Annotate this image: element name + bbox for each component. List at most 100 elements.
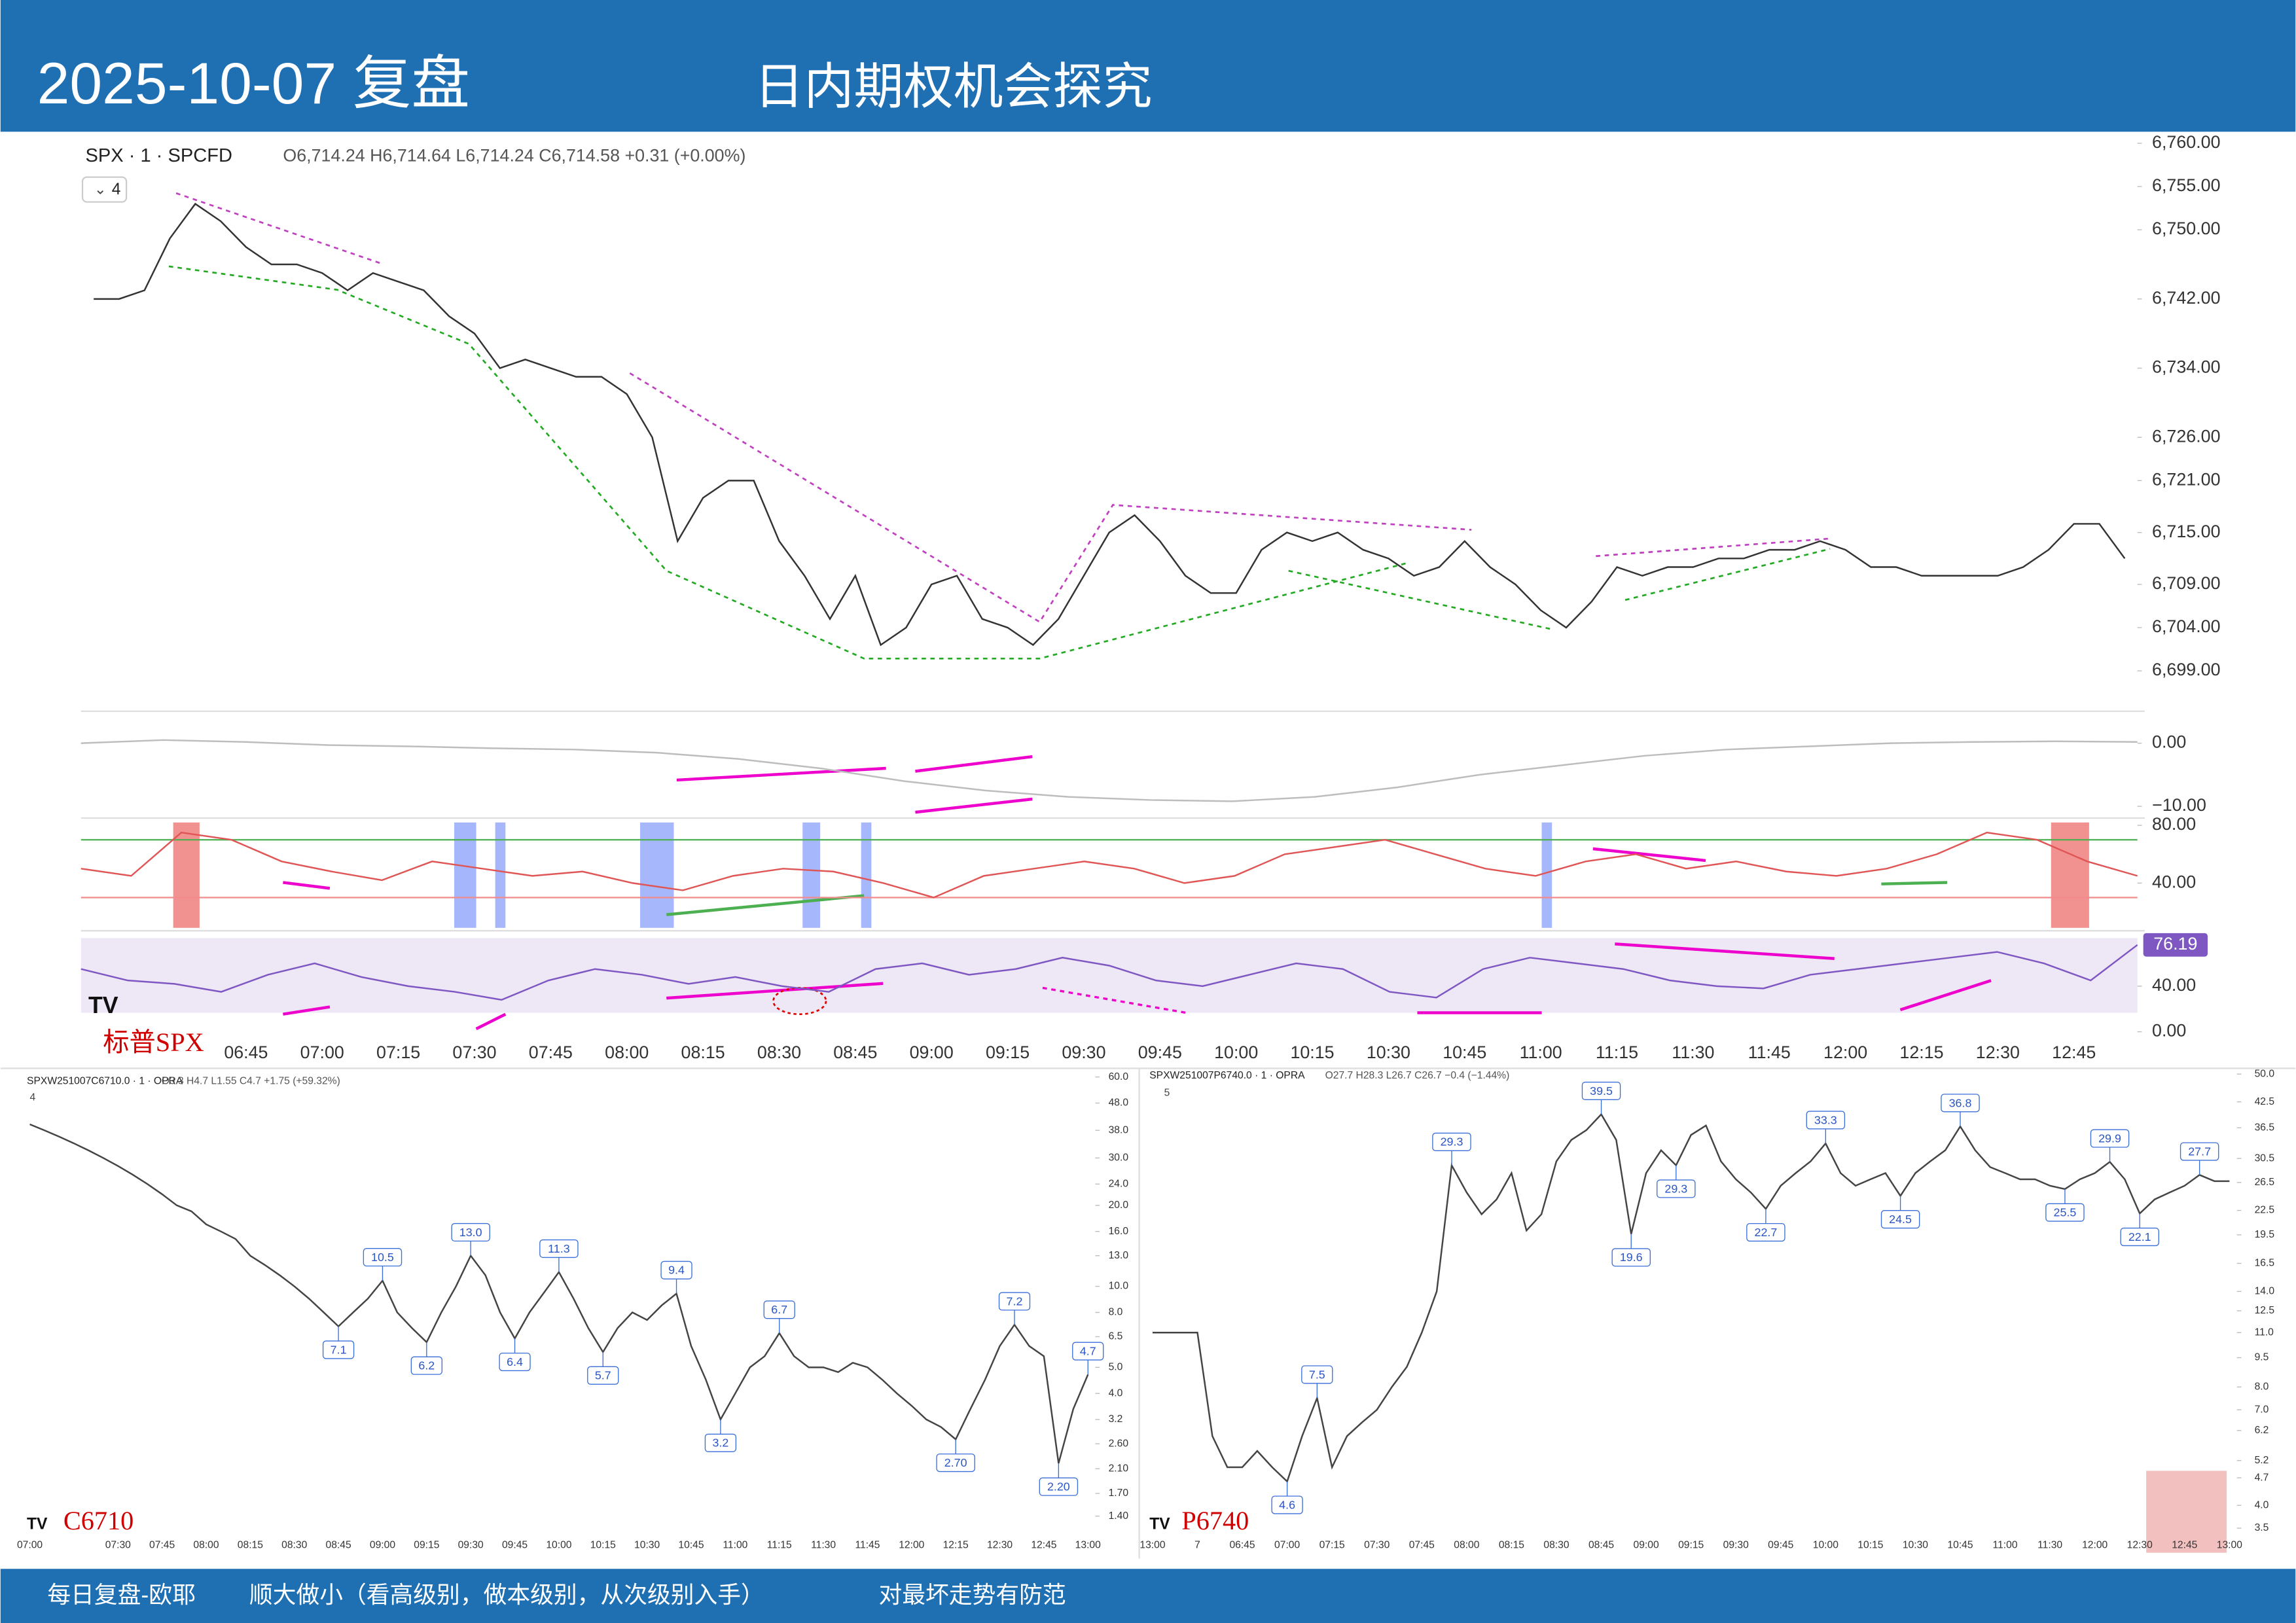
- y-tick-label: 40.00: [2152, 975, 2196, 995]
- y-tick-label: 6,715.00: [2152, 522, 2220, 541]
- x-tick-label: 06:45: [224, 1043, 268, 1062]
- value-label-box: [410, 1356, 442, 1375]
- y-tick-label: 3.5: [2255, 1522, 2269, 1533]
- price-line: [1152, 1113, 2230, 1483]
- x-tick-label: 13:00: [1075, 1540, 1101, 1551]
- value-label: 13.0: [459, 1226, 482, 1239]
- option-label: P6740: [1181, 1506, 1249, 1535]
- value-label-box: [936, 1454, 975, 1472]
- indicator-count: 4: [30, 1092, 36, 1103]
- signal-band: [495, 822, 506, 928]
- value-label: 2.20: [1047, 1480, 1070, 1493]
- tv-logo: TV: [27, 1516, 48, 1533]
- y-tick-label: 20.0: [1109, 1200, 1129, 1211]
- x-tick-label: 10:00: [546, 1540, 571, 1551]
- value-label: 19.6: [1620, 1251, 1643, 1264]
- value-label-box: [1746, 1222, 1785, 1242]
- value-label-box: [2090, 1129, 2130, 1148]
- x-tick-label: 11:45: [1748, 1043, 1791, 1062]
- y-tick-label: 7.0: [2255, 1404, 2269, 1415]
- value-label-box: [363, 1248, 403, 1267]
- y-tick-label: 38.0: [1109, 1124, 1129, 1135]
- signal-band: [1541, 822, 1552, 928]
- y-tick-label: 8.0: [1109, 1307, 1123, 1318]
- value-label-box: [451, 1222, 490, 1242]
- ohlc-readout: O3.3 H4.7 L1.55 C4.7 +1.75 (+59.32%): [162, 1076, 340, 1087]
- y-tick-label: 6,734.00: [2152, 357, 2220, 377]
- value-label-box: [704, 1433, 737, 1452]
- y-tick-label: 22.5: [2255, 1205, 2275, 1216]
- x-tick-label: 10:00: [1214, 1043, 1258, 1062]
- x-tick-label: 12:00: [2082, 1540, 2108, 1551]
- y-tick-label: 4.7: [2255, 1472, 2269, 1483]
- value-label: 6.4: [507, 1355, 523, 1368]
- x-tick-label: 08:15: [1499, 1540, 1524, 1551]
- x-tick-label: 09:00: [370, 1540, 395, 1551]
- footer-text: 每日复盘-欧耶: [47, 1582, 196, 1608]
- indicator-toggle[interactable]: [81, 176, 128, 203]
- x-tick-label: 08:00: [193, 1540, 219, 1551]
- value-label: 7.5: [1309, 1368, 1325, 1381]
- y-tick-label: 11.0: [2255, 1327, 2274, 1338]
- value-label-box: [1271, 1495, 1303, 1514]
- x-tick-label: 08:30: [281, 1540, 307, 1551]
- signal-band: [454, 822, 476, 928]
- y-tick-label: 5.0: [1109, 1361, 1123, 1372]
- x-tick-label: 12:00: [1823, 1043, 1867, 1062]
- value-label: 5.7: [595, 1369, 611, 1382]
- x-tick-label: 08:15: [681, 1043, 725, 1062]
- x-tick-label: 10:45: [678, 1540, 704, 1551]
- value-label-box: [1301, 1365, 1333, 1384]
- y-tick-label: 36.5: [2255, 1122, 2275, 1133]
- tv-logo: TV: [88, 992, 118, 1018]
- value-label: 6.7: [771, 1303, 787, 1316]
- x-tick-label: 09:15: [1678, 1540, 1704, 1551]
- y-tick-label: 6,704.00: [2152, 616, 2220, 636]
- value-label-box: [1611, 1248, 1651, 1267]
- x-tick-label: 09:45: [1768, 1540, 1793, 1551]
- y-tick-label: 6,721.00: [2152, 469, 2220, 489]
- value-label-box: [499, 1352, 531, 1372]
- x-tick-label: 11:15: [1596, 1043, 1638, 1062]
- x-tick-label: 12:30: [987, 1540, 1013, 1551]
- x-tick-label: 07:45: [529, 1043, 573, 1062]
- footer-text: 顺大做小（看高级别，做本级别，从次级别入手）: [249, 1582, 764, 1608]
- tv-logo: TV: [1149, 1516, 1170, 1533]
- y-tick-label: 6,742.00: [2152, 288, 2220, 308]
- value-label-box: [1039, 1477, 1079, 1496]
- footer-bar: [0, 1569, 2296, 1623]
- value-label: 22.1: [2128, 1230, 2151, 1243]
- value-label: 11.3: [548, 1242, 570, 1255]
- y-tick-label: 60.0: [1109, 1071, 1129, 1082]
- value-label-box: [2120, 1227, 2159, 1247]
- divergence-line: [666, 982, 884, 1000]
- indicator-count: 5: [1164, 1088, 1170, 1099]
- divergence-line: [475, 1012, 507, 1031]
- last-value-label: 76.19: [2153, 934, 2197, 954]
- x-tick-label: 11:30: [1672, 1043, 1714, 1062]
- divergence-line: [1899, 979, 1992, 1012]
- x-tick-label: 7: [1194, 1540, 1200, 1551]
- y-tick-label: 40.00: [2152, 872, 2196, 891]
- y-tick-label: 42.5: [2255, 1096, 2275, 1107]
- y-tick-label: 6.5: [1109, 1331, 1123, 1342]
- x-tick-label: 07:30: [452, 1043, 496, 1062]
- trend-line: [1288, 569, 1552, 630]
- trend-line: [629, 372, 1472, 624]
- x-tick-label: 10:15: [1857, 1540, 1883, 1551]
- divergence-line: [1615, 942, 1835, 960]
- x-tick-label: 09:45: [1138, 1043, 1182, 1062]
- footer-text: 对最坏走势有防范: [879, 1582, 1066, 1608]
- y-tick-label: 14.0: [2255, 1285, 2275, 1296]
- y-tick-label: 3.2: [1109, 1414, 1123, 1425]
- y-tick-label: 16.5: [2255, 1258, 2275, 1269]
- x-tick-label: 09:15: [986, 1043, 1030, 1062]
- x-tick-label: 07:15: [1319, 1540, 1345, 1551]
- trend-line: [1624, 548, 1831, 601]
- chevron: ⌄: [94, 181, 107, 198]
- x-tick-label: 11:15: [767, 1540, 792, 1551]
- y-tick-label: 4.0: [2255, 1499, 2269, 1510]
- x-tick-label: 09:00: [1634, 1540, 1659, 1551]
- x-tick-label: 09:45: [502, 1540, 528, 1551]
